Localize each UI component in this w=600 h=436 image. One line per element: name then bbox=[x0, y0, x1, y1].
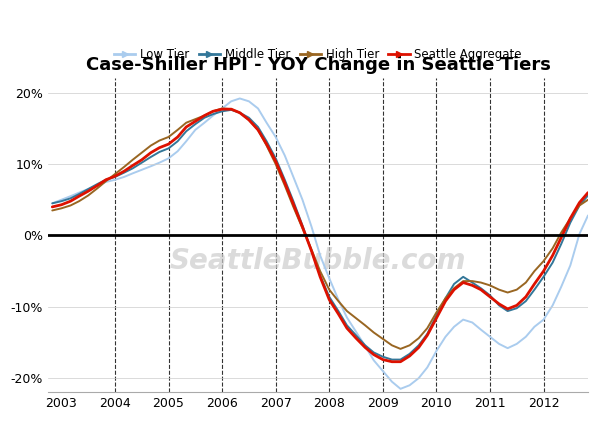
Text: SeattleBubble.com: SeattleBubble.com bbox=[170, 246, 466, 275]
Title: Case-Shiller HPI - YOY Change in Seattle Tiers: Case-Shiller HPI - YOY Change in Seattle… bbox=[86, 56, 550, 74]
Legend: Low Tier, Middle Tier, High Tier, Seattle Aggregate: Low Tier, Middle Tier, High Tier, Seattl… bbox=[109, 44, 527, 66]
